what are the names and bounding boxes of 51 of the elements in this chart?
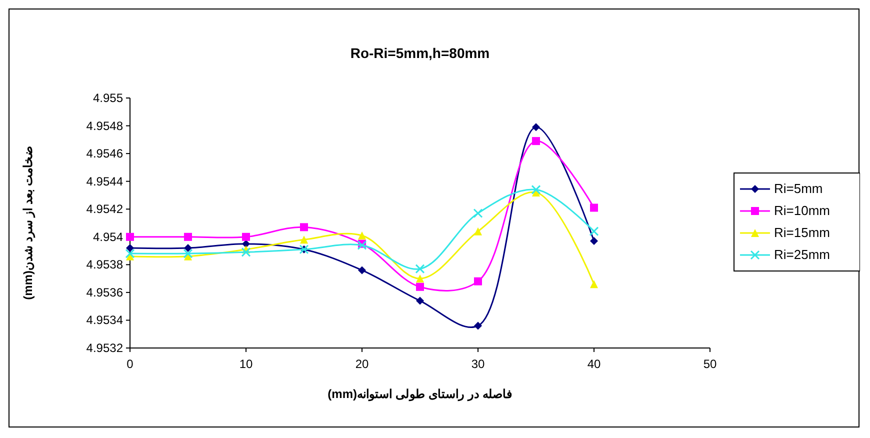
- point: [300, 223, 308, 232]
- point: [126, 232, 134, 241]
- point: [532, 137, 540, 146]
- x-tick-label: 40: [587, 357, 601, 371]
- point: [590, 280, 598, 288]
- y-tick-label: 4.9542: [86, 202, 124, 216]
- legend-label: Ri=15mm: [774, 225, 830, 240]
- point: [242, 240, 250, 248]
- y-tick-label: 4.9538: [86, 258, 124, 272]
- point: [474, 227, 482, 236]
- y-tick-label: 4.9546: [86, 146, 124, 161]
- point: [184, 232, 192, 241]
- y-tick-label: 4.9548: [86, 118, 124, 133]
- point: [416, 274, 424, 283]
- x-tick-label: 50: [703, 357, 717, 371]
- x-tick-label: 30: [471, 357, 485, 371]
- y-tick-label: 4.9536: [86, 285, 124, 300]
- point: [300, 236, 308, 244]
- point: [589, 226, 599, 236]
- point: [126, 244, 134, 252]
- legend-label: Ri=5mm: [774, 181, 823, 196]
- x-tick-label: 0: [126, 357, 134, 371]
- point: [474, 322, 482, 330]
- point: [241, 247, 251, 257]
- point: [125, 248, 135, 258]
- point: [415, 264, 425, 274]
- point: [183, 248, 193, 258]
- point: [358, 232, 366, 240]
- y-tick-label: 4.955: [92, 91, 124, 105]
- point: [184, 244, 192, 252]
- y-tick-label: 4.954: [92, 230, 124, 244]
- point: [531, 184, 541, 194]
- point: [358, 266, 366, 274]
- point: [416, 282, 424, 291]
- point: [590, 204, 598, 212]
- y-tick-label: 4.9544: [86, 174, 124, 188]
- legend-label: Ri=25mm: [774, 247, 830, 262]
- x-tick-label: 10: [239, 357, 253, 371]
- point: [590, 237, 598, 246]
- chart-title: Ro-Ri=5mm,h=80mm: [350, 45, 490, 61]
- point: [416, 296, 424, 305]
- legend-label: Ri=10mm: [774, 203, 830, 218]
- x-tick-label: 20: [355, 357, 369, 371]
- x-axis-title: فاصله در راستای طولی استوانه(mm): [328, 387, 512, 402]
- point: [242, 232, 250, 241]
- point: [532, 123, 540, 132]
- y-tick-label: 4.9532: [86, 341, 124, 355]
- point: [474, 277, 482, 286]
- point: [473, 208, 483, 218]
- y-axis-title: ضخامت بعد از سرد شدن(mm): [21, 146, 36, 300]
- y-tick-label: 4.9534: [86, 313, 124, 328]
